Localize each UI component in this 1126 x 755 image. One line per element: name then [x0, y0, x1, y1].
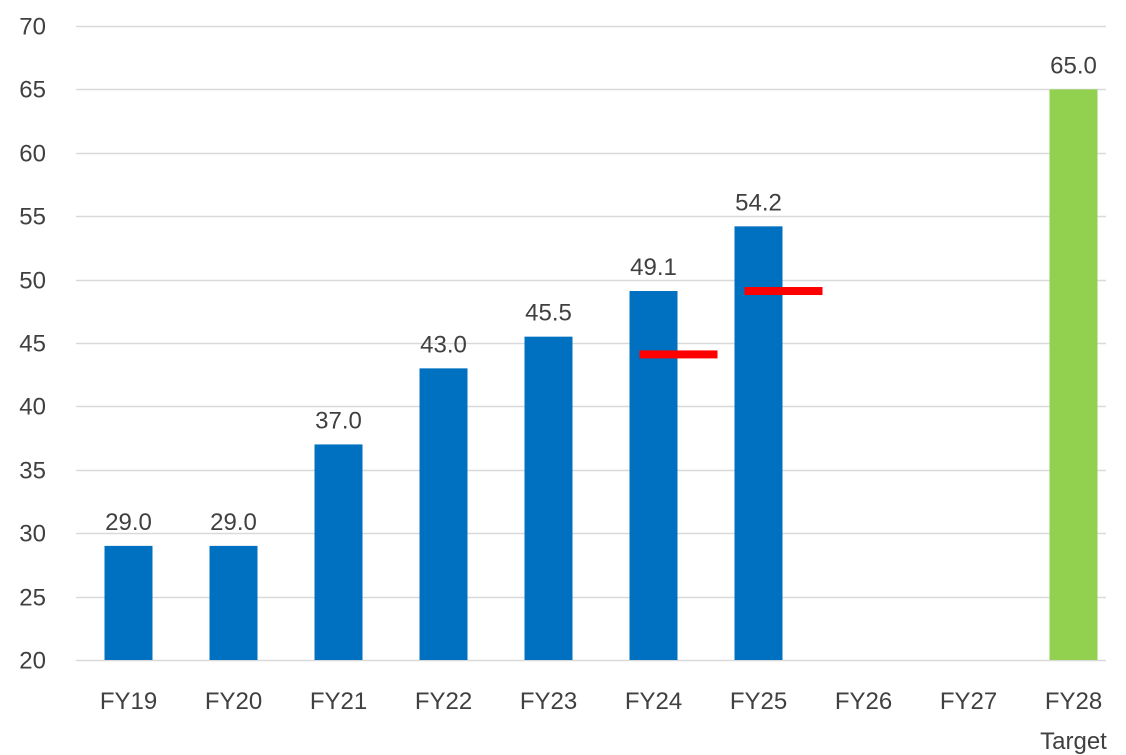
bar-fy28	[1049, 89, 1098, 660]
bar-fy22	[419, 368, 468, 660]
data-label: 29.0	[105, 509, 152, 536]
x-tick-label: FY25	[730, 688, 787, 715]
y-tick-label: 45	[19, 331, 46, 358]
bars	[104, 89, 1098, 660]
bar-fy23	[524, 336, 573, 660]
target-marker	[744, 287, 823, 296]
x-tick-label: FY26	[835, 688, 892, 715]
y-axis-ticks: 20 25 30 35 40 45 50 55 60 65 70	[19, 14, 46, 675]
y-tick-label: 40	[19, 394, 46, 421]
bar-fy21	[314, 444, 363, 660]
x-tick-label: FY19	[100, 688, 157, 715]
y-tick-label: 55	[19, 204, 46, 231]
x-tick-label: FY24	[625, 688, 682, 715]
data-label: 29.0	[210, 509, 257, 536]
y-tick-label: 50	[19, 268, 46, 295]
y-tick-label: 25	[19, 585, 46, 612]
y-tick-label: 20	[19, 648, 46, 675]
y-tick-label: 70	[19, 14, 46, 41]
data-label: 65.0	[1050, 52, 1097, 79]
data-label: 49.1	[630, 254, 677, 281]
bar-fy19	[104, 545, 153, 660]
data-label: 54.2	[735, 189, 782, 216]
x-tick-label: FY22	[415, 688, 472, 715]
y-tick-label: 30	[19, 521, 46, 548]
target-marker	[639, 350, 718, 359]
bar-fy20	[209, 545, 258, 660]
y-tick-label: 35	[19, 458, 46, 485]
data-labels: 29.0 29.0 37.0 43.0 45.5 49.1 54.2 65.0	[105, 52, 1097, 535]
bar-fy24	[629, 291, 678, 660]
x-tick-sublabel: Target	[1040, 728, 1107, 755]
data-label: 37.0	[315, 407, 362, 434]
x-tick-label: FY28	[1045, 688, 1102, 715]
x-tick-label: FY20	[205, 688, 262, 715]
data-label: 45.5	[525, 300, 572, 327]
bar-fy25	[734, 226, 783, 660]
target-markers	[639, 287, 823, 359]
x-axis-ticks: FY19 FY20 FY21 FY22 FY23 FY24 FY25 FY26 FY27 FY28…	[100, 688, 1107, 755]
x-tick-label: FY21	[310, 688, 367, 715]
data-label: 43.0	[420, 331, 467, 358]
y-tick-label: 65	[19, 77, 46, 104]
y-tick-label: 60	[19, 141, 46, 168]
x-tick-label: FY23	[520, 688, 577, 715]
x-tick-label: FY27	[940, 688, 997, 715]
